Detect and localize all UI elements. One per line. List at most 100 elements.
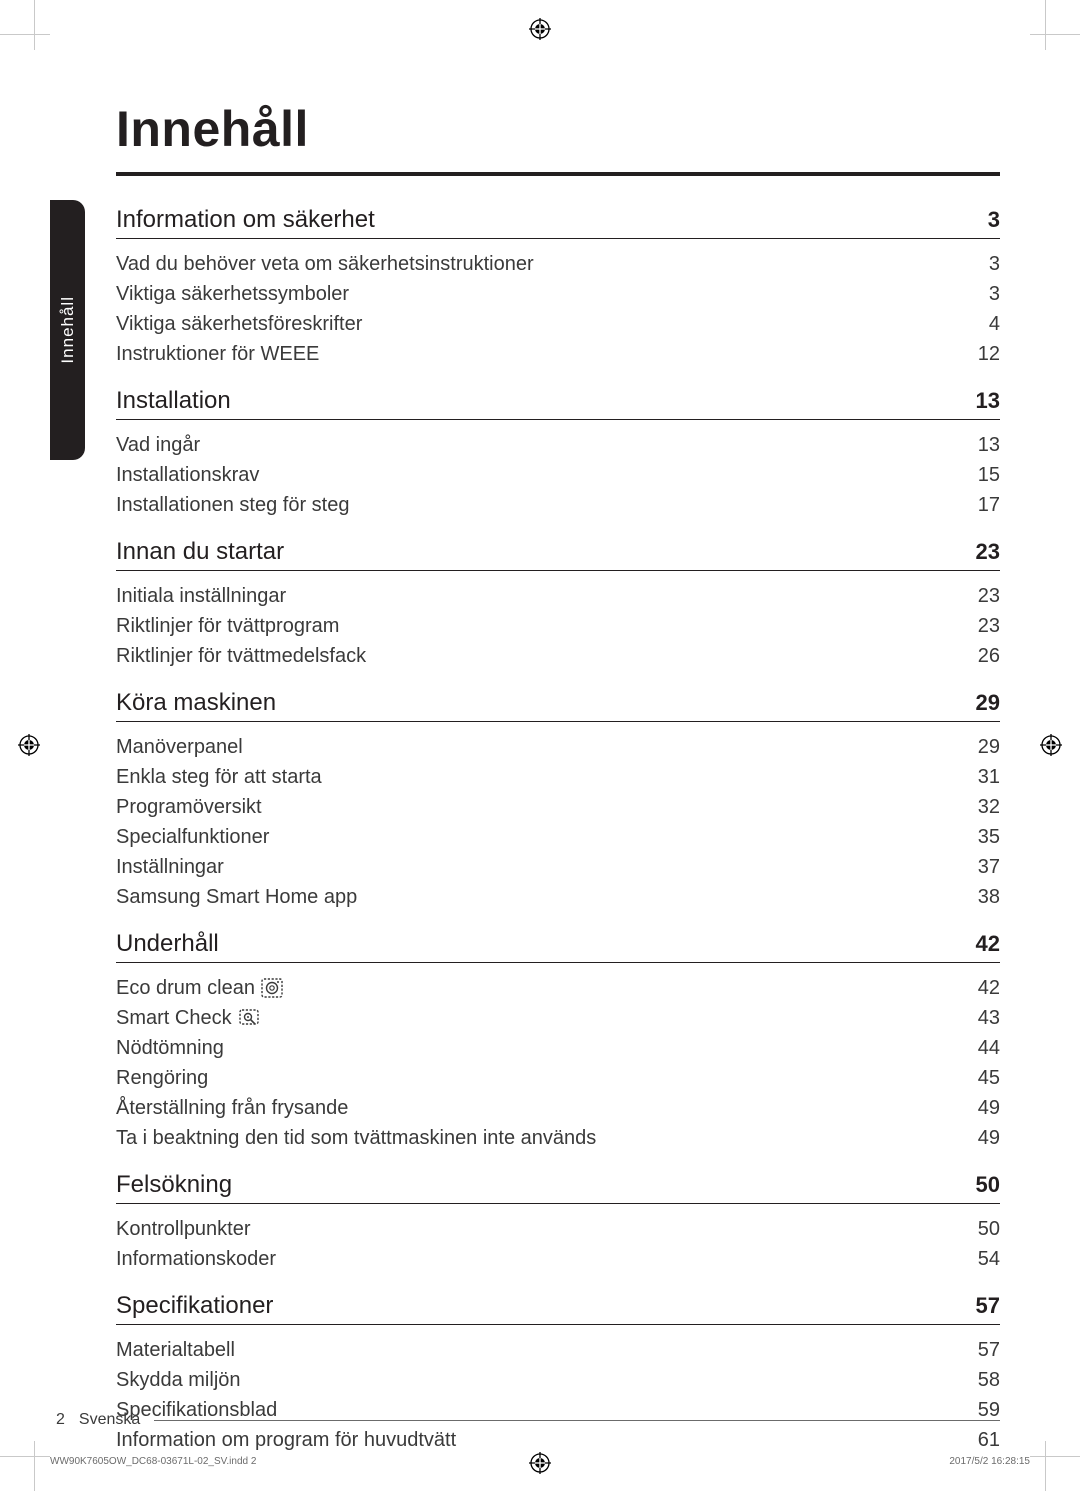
toc-section-head: Information om säkerhet 3 bbox=[116, 206, 1000, 239]
toc-section-page: 29 bbox=[976, 690, 1000, 716]
crop-mark bbox=[1030, 34, 1080, 35]
toc-section-page: 57 bbox=[976, 1293, 1000, 1319]
toc-item-label: Viktiga säkerhetssymboler bbox=[116, 279, 349, 309]
toc-item-page: 12 bbox=[978, 339, 1000, 369]
toc-item-page: 61 bbox=[978, 1425, 1000, 1455]
toc-item-label: Nödtömning bbox=[116, 1033, 224, 1063]
toc-item-page: 26 bbox=[978, 641, 1000, 671]
toc-section-page: 3 bbox=[988, 207, 1000, 233]
toc-section-page: 23 bbox=[976, 539, 1000, 565]
toc-item-page: 49 bbox=[978, 1093, 1000, 1123]
toc-row: Specialfunktioner 35 bbox=[116, 822, 1000, 852]
toc-item-label: Eco drum clean bbox=[116, 973, 283, 1003]
toc-item-label-text: Instruktioner för WEEE bbox=[116, 339, 319, 369]
toc-item-label-text: Viktiga säkerhetsföreskrifter bbox=[116, 309, 362, 339]
toc-item-label-text: Samsung Smart Home app bbox=[116, 882, 357, 912]
toc-item-label-text: Specialfunktioner bbox=[116, 822, 269, 852]
toc-item-label: Samsung Smart Home app bbox=[116, 882, 357, 912]
toc-item-label: Kontrollpunkter bbox=[116, 1214, 251, 1244]
toc-section-title: Installation bbox=[116, 387, 231, 415]
toc-item-page: 23 bbox=[978, 581, 1000, 611]
toc-item-page: 35 bbox=[978, 822, 1000, 852]
toc-item-label: Smart Check bbox=[116, 1003, 260, 1033]
toc-section-items: Materialtabell57Skydda miljön58Specifika… bbox=[116, 1335, 1000, 1455]
toc-item-label-text: Manöverpanel bbox=[116, 732, 243, 762]
toc-item-label: Manöverpanel bbox=[116, 732, 243, 762]
toc-item-label-text: Installationen steg för steg bbox=[116, 490, 349, 520]
toc-item-label: Ta i beaktning den tid som tvättmaskinen… bbox=[116, 1123, 596, 1153]
toc-row: Samsung Smart Home app38 bbox=[116, 882, 1000, 912]
toc-item-label: Specialfunktioner bbox=[116, 822, 269, 852]
toc-row: Riktlinjer för tvättprogram23 bbox=[116, 611, 1000, 641]
section-tab-label: Innehåll bbox=[58, 296, 78, 364]
toc-row: Skydda miljön 58 bbox=[116, 1365, 1000, 1395]
toc-item-label: Riktlinjer för tvättprogram bbox=[116, 611, 339, 641]
toc-item-page: 58 bbox=[978, 1365, 1000, 1395]
toc-item-label-text: Riktlinjer för tvättprogram bbox=[116, 611, 339, 641]
toc-section-title: Köra maskinen bbox=[116, 689, 276, 717]
toc-item-label-text: Inställningar bbox=[116, 852, 224, 882]
toc-section-title: Information om säkerhet bbox=[116, 206, 375, 234]
toc-item-label-text: Smart Check bbox=[116, 1003, 232, 1033]
toc-row: Viktiga säkerhetssymboler3 bbox=[116, 279, 1000, 309]
table-of-contents: Information om säkerhet3Vad du behöver v… bbox=[116, 206, 1000, 1455]
toc-item-page: 44 bbox=[978, 1033, 1000, 1063]
toc-row: Installationen steg för steg 17 bbox=[116, 490, 1000, 520]
toc-section-items: Initiala inställningar23Riktlinjer för t… bbox=[116, 581, 1000, 671]
toc-item-page: 13 bbox=[978, 430, 1000, 460]
toc-section-head: Felsökning50 bbox=[116, 1171, 1000, 1204]
toc-row: Programöversikt32 bbox=[116, 792, 1000, 822]
drum-icon bbox=[261, 978, 283, 998]
toc-section-title: Innan du startar bbox=[116, 538, 284, 566]
toc-item-label-text: Informationskoder bbox=[116, 1244, 276, 1274]
toc-item-page: 17 bbox=[978, 490, 1000, 520]
toc-section-items: Kontrollpunkter50Informationskoder54 bbox=[116, 1214, 1000, 1274]
document-page: Innehåll Innehåll Information om säkerhe… bbox=[0, 0, 1080, 1491]
toc-row: Enkla steg för att starta31 bbox=[116, 762, 1000, 792]
toc-section-items: Vad du behöver veta om säkerhetsinstrukt… bbox=[116, 249, 1000, 369]
toc-item-label-text: Programöversikt bbox=[116, 792, 262, 822]
toc-section-head: Underhåll42 bbox=[116, 930, 1000, 963]
page-footer: 2 Svenska bbox=[56, 1411, 1000, 1429]
toc-item-label-text: Återställning från frysande bbox=[116, 1093, 348, 1123]
toc-row: Nödtömning 44 bbox=[116, 1033, 1000, 1063]
smart-check-icon bbox=[238, 1008, 260, 1028]
crop-mark bbox=[0, 1456, 50, 1457]
toc-item-label: Viktiga säkerhetsföreskrifter bbox=[116, 309, 362, 339]
footer-language: Svenska bbox=[79, 1411, 140, 1429]
toc-item-label: Riktlinjer för tvättmedelsfack bbox=[116, 641, 366, 671]
toc-item-page: 29 bbox=[978, 732, 1000, 762]
toc-item-page: 3 bbox=[989, 249, 1000, 279]
title-rule bbox=[116, 172, 1000, 176]
toc-item-label: Rengöring bbox=[116, 1063, 208, 1093]
toc-item-label-text: Riktlinjer för tvättmedelsfack bbox=[116, 641, 366, 671]
toc-section-head: Specifikationer57 bbox=[116, 1292, 1000, 1325]
crop-mark bbox=[1045, 0, 1046, 50]
toc-item-label: Informationskoder bbox=[116, 1244, 276, 1274]
footer-rule bbox=[154, 1420, 1000, 1421]
toc-item-label: Återställning från frysande bbox=[116, 1093, 348, 1123]
toc-row: Vad ingår 13 bbox=[116, 430, 1000, 460]
toc-item-label: Information om program för huvudtvätt bbox=[116, 1425, 456, 1455]
toc-section-items: Eco drum clean42Smart Check43Nödtömning4… bbox=[116, 973, 1000, 1153]
toc-item-page: 37 bbox=[978, 852, 1000, 882]
toc-item-label-text: Installationskrav bbox=[116, 460, 259, 490]
toc-row: Information om program för huvudtvätt 61 bbox=[116, 1425, 1000, 1455]
toc-row: Riktlinjer för tvättmedelsfack 26 bbox=[116, 641, 1000, 671]
toc-item-page: 54 bbox=[978, 1244, 1000, 1274]
registration-mark-icon bbox=[1040, 734, 1062, 756]
toc-item-label: Skydda miljön bbox=[116, 1365, 241, 1395]
imprint-datetime: 2017/5/2 16:28:15 bbox=[949, 1456, 1030, 1467]
toc-item-label-text: Initiala inställningar bbox=[116, 581, 286, 611]
toc-section-items: Vad ingår 13Installationskrav15Installati… bbox=[116, 430, 1000, 520]
registration-mark-icon bbox=[18, 734, 40, 756]
toc-item-label: Initiala inställningar bbox=[116, 581, 286, 611]
toc-item-label-text: Vad ingår bbox=[116, 430, 200, 460]
toc-item-page: 43 bbox=[978, 1003, 1000, 1033]
toc-row: Installationskrav15 bbox=[116, 460, 1000, 490]
toc-item-label-text: Kontrollpunkter bbox=[116, 1214, 251, 1244]
toc-section-page: 13 bbox=[976, 388, 1000, 414]
toc-item-label: Installationskrav bbox=[116, 460, 259, 490]
toc-item-label: Enkla steg för att starta bbox=[116, 762, 322, 792]
content-column: Innehåll Information om säkerhet3Vad du … bbox=[116, 100, 1000, 1461]
